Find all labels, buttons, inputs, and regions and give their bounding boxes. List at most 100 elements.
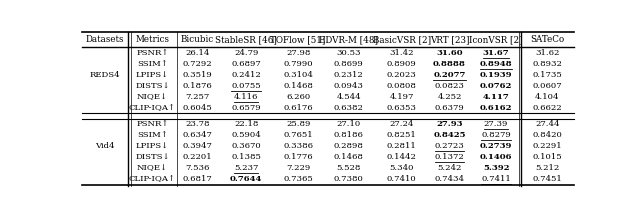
Text: 0.8279: 0.8279	[481, 131, 511, 139]
Text: CLIP-IQA↑: CLIP-IQA↑	[129, 175, 176, 183]
Text: 0.6622: 0.6622	[532, 104, 562, 112]
Text: Bicubic: Bicubic	[181, 35, 214, 44]
Text: 0.1468: 0.1468	[283, 82, 313, 90]
Text: TOFlow [51]: TOFlow [51]	[271, 35, 326, 44]
Text: 23.78: 23.78	[186, 120, 210, 128]
Text: 0.7410: 0.7410	[387, 175, 417, 183]
Text: 0.8888: 0.8888	[433, 60, 466, 68]
Text: 4.116: 4.116	[234, 93, 259, 101]
Text: 4.544: 4.544	[337, 93, 361, 101]
Text: EDVR-M [48]: EDVR-M [48]	[319, 35, 378, 44]
Text: 0.8186: 0.8186	[334, 131, 364, 139]
Text: 0.1372: 0.1372	[435, 153, 465, 161]
Text: 0.7411: 0.7411	[481, 175, 511, 183]
Text: 0.6817: 0.6817	[183, 175, 212, 183]
Text: 0.7990: 0.7990	[284, 60, 313, 68]
Text: 27.10: 27.10	[337, 120, 361, 128]
Text: 0.6379: 0.6379	[435, 104, 465, 112]
Text: 0.2811: 0.2811	[387, 142, 417, 150]
Text: 22.18: 22.18	[234, 120, 259, 128]
Text: NIQE↓: NIQE↓	[137, 164, 168, 172]
Text: BasicVSR [2]: BasicVSR [2]	[372, 35, 431, 44]
Text: 31.62: 31.62	[535, 49, 559, 57]
Text: 0.7365: 0.7365	[284, 175, 313, 183]
Text: 0.6382: 0.6382	[334, 104, 364, 112]
Text: DISTS↓: DISTS↓	[135, 82, 170, 90]
Text: Vid4: Vid4	[95, 142, 115, 150]
Text: 5.340: 5.340	[389, 164, 414, 172]
Text: LPIPS↓: LPIPS↓	[136, 71, 169, 79]
Text: 0.8699: 0.8699	[334, 60, 364, 68]
Text: 26.14: 26.14	[186, 49, 210, 57]
Text: 0.6579: 0.6579	[231, 104, 261, 112]
Text: PSNR↑: PSNR↑	[136, 49, 168, 57]
Text: Datasets: Datasets	[86, 35, 124, 44]
Text: 0.7292: 0.7292	[183, 60, 212, 68]
Text: SSIM↑: SSIM↑	[137, 131, 168, 139]
Text: 5.237: 5.237	[234, 164, 259, 172]
Text: 0.6162: 0.6162	[480, 104, 513, 112]
Text: 0.0808: 0.0808	[387, 82, 417, 90]
Text: 0.7434: 0.7434	[435, 175, 465, 183]
Text: 0.1015: 0.1015	[532, 153, 562, 161]
Text: 7.257: 7.257	[186, 93, 210, 101]
Text: 0.3670: 0.3670	[231, 142, 261, 150]
Text: 0.1776: 0.1776	[284, 153, 313, 161]
Text: VRT [23]: VRT [23]	[429, 35, 469, 44]
Text: SATeCo: SATeCo	[531, 35, 564, 44]
Text: 0.3104: 0.3104	[283, 71, 313, 79]
Text: 0.2077: 0.2077	[433, 71, 466, 79]
Text: PSNR↑: PSNR↑	[136, 120, 168, 128]
Text: 4.117: 4.117	[483, 93, 509, 101]
Text: 31.67: 31.67	[483, 49, 509, 57]
Text: 5.242: 5.242	[437, 164, 461, 172]
Text: 0.7651: 0.7651	[284, 131, 313, 139]
Text: CLIP-IQA↑: CLIP-IQA↑	[129, 104, 176, 112]
Text: 0.2739: 0.2739	[480, 142, 512, 150]
Text: 0.8425: 0.8425	[433, 131, 466, 139]
Text: 0.2723: 0.2723	[435, 142, 465, 150]
Text: REDS4: REDS4	[90, 71, 120, 79]
Text: NIQE↓: NIQE↓	[137, 93, 168, 101]
Text: 0.3386: 0.3386	[283, 142, 313, 150]
Text: 6.260: 6.260	[286, 93, 310, 101]
Text: 0.8420: 0.8420	[532, 131, 563, 139]
Text: 0.5904: 0.5904	[231, 131, 261, 139]
Text: 0.3519: 0.3519	[183, 71, 212, 79]
Text: 4.197: 4.197	[390, 93, 414, 101]
Text: 0.6897: 0.6897	[231, 60, 261, 68]
Text: LPIPS↓: LPIPS↓	[136, 142, 169, 150]
Text: 7.536: 7.536	[186, 164, 210, 172]
Text: 0.8948: 0.8948	[480, 60, 513, 68]
Text: 27.44: 27.44	[535, 120, 559, 128]
Text: 0.0607: 0.0607	[532, 82, 562, 90]
Text: 27.98: 27.98	[286, 49, 310, 57]
Text: 0.1735: 0.1735	[532, 71, 563, 79]
Text: 0.0943: 0.0943	[334, 82, 364, 90]
Text: 27.39: 27.39	[484, 120, 508, 128]
Text: 0.6353: 0.6353	[387, 104, 417, 112]
Text: 0.8932: 0.8932	[532, 60, 563, 68]
Text: 0.7380: 0.7380	[334, 175, 364, 183]
Text: 27.93: 27.93	[436, 120, 463, 128]
Text: 0.2201: 0.2201	[183, 153, 212, 161]
Text: 0.2312: 0.2312	[334, 71, 364, 79]
Text: 24.79: 24.79	[234, 49, 259, 57]
Text: 0.1406: 0.1406	[480, 153, 513, 161]
Text: 27.24: 27.24	[390, 120, 414, 128]
Text: 0.7451: 0.7451	[532, 175, 563, 183]
Text: 31.60: 31.60	[436, 49, 463, 57]
Text: 0.0762: 0.0762	[480, 82, 512, 90]
Text: 0.3947: 0.3947	[183, 142, 212, 150]
Text: 0.6347: 0.6347	[183, 131, 212, 139]
Text: SSIM↑: SSIM↑	[137, 60, 168, 68]
Text: 0.2412: 0.2412	[231, 71, 261, 79]
Text: 7.229: 7.229	[286, 164, 310, 172]
Text: 4.104: 4.104	[535, 93, 559, 101]
Text: 0.1468: 0.1468	[334, 153, 364, 161]
Text: 0.0755: 0.0755	[231, 82, 261, 90]
Text: 0.1939: 0.1939	[480, 71, 513, 79]
Text: 31.42: 31.42	[389, 49, 414, 57]
Text: 5.528: 5.528	[337, 164, 361, 172]
Text: 0.2898: 0.2898	[334, 142, 364, 150]
